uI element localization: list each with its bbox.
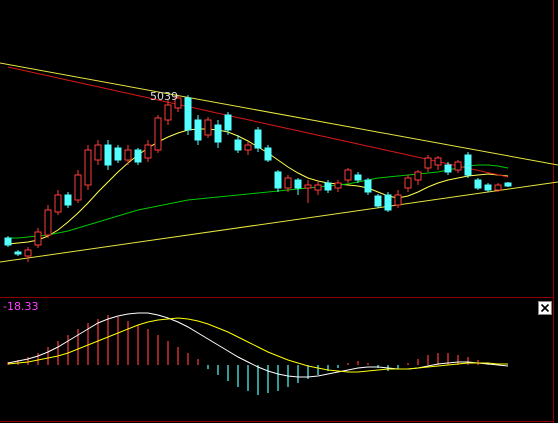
- candle-body: [114, 147, 122, 161]
- candle-body: [64, 194, 72, 206]
- candle-body: [404, 177, 412, 189]
- candle-body: [94, 144, 102, 161]
- candle-body: [164, 104, 172, 121]
- candle-body: [504, 182, 512, 187]
- candle-body: [414, 171, 422, 181]
- macd-line: [7, 317, 508, 373]
- candle-body: [314, 184, 322, 191]
- candle-body: [284, 177, 292, 189]
- candle-body: [154, 117, 162, 151]
- high-annotation: 5039: [150, 90, 178, 103]
- candle-body: [494, 184, 502, 191]
- candle-body: [54, 194, 62, 213]
- close-icon[interactable]: [540, 303, 550, 313]
- candle-body: [304, 184, 312, 189]
- candle-body: [134, 149, 142, 163]
- candle-body: [394, 194, 402, 206]
- candle-body: [364, 179, 372, 193]
- candle-body: [264, 147, 272, 161]
- price-panel: 5039: [0, 62, 558, 263]
- candle-body: [234, 139, 242, 151]
- candle-body: [44, 209, 52, 236]
- candle-body: [204, 119, 212, 136]
- candle-body: [244, 144, 252, 151]
- candle-body: [34, 231, 42, 246]
- candle-body: [434, 157, 442, 166]
- candle-body: [24, 249, 32, 257]
- candle-body: [144, 144, 152, 159]
- candle-body: [384, 194, 392, 211]
- candle-body: [424, 157, 432, 169]
- trendline: [0, 62, 558, 166]
- candle-body: [464, 154, 472, 176]
- candle-body: [344, 169, 352, 181]
- candle-body: [374, 195, 382, 207]
- candle-body: [74, 174, 82, 201]
- candle-body: [354, 174, 362, 181]
- macd-label: -18.33: [3, 300, 38, 313]
- close-button[interactable]: [538, 301, 552, 315]
- candle-body: [454, 161, 462, 171]
- candle-body: [84, 149, 92, 186]
- candle-body: [224, 114, 232, 131]
- candle-body: [194, 119, 202, 141]
- candle-body: [254, 129, 262, 149]
- candle-body: [14, 251, 22, 255]
- trendline: [0, 181, 558, 263]
- candle-body: [294, 179, 302, 189]
- candle-body: [274, 171, 282, 189]
- candle-body: [324, 182, 332, 191]
- candle-body: [174, 97, 182, 109]
- candle-body: [124, 149, 132, 161]
- candle-body: [214, 124, 222, 143]
- moving-average: [8, 164, 509, 239]
- macd-panel: -18.33: [3, 300, 509, 395]
- macd-line: [7, 312, 509, 378]
- candle-body: [4, 237, 12, 246]
- candle-body: [104, 144, 112, 166]
- candle-body: [474, 179, 482, 189]
- candle-body: [184, 97, 192, 131]
- candle-body: [334, 182, 342, 189]
- candle-body: [444, 164, 452, 173]
- candle-body: [484, 184, 492, 191]
